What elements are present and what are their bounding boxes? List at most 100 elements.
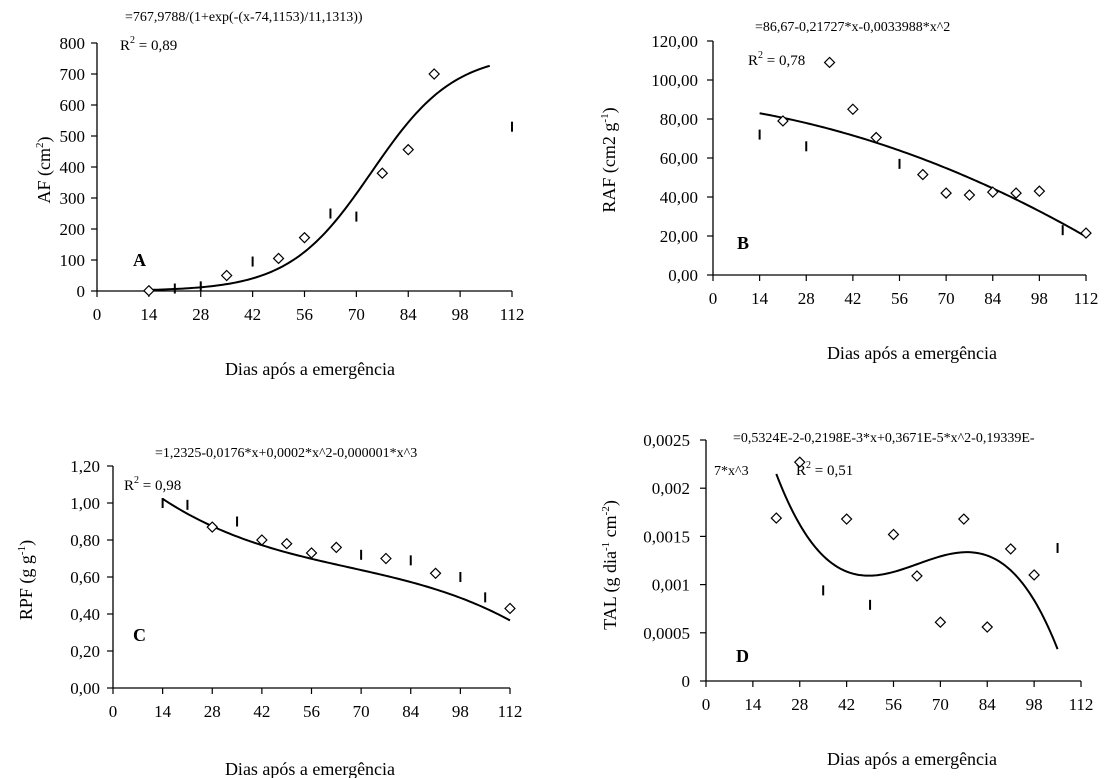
y-tick-label: 800 bbox=[60, 34, 86, 53]
panel-c: =1,2325-0,0176*x+0,0002*x^2-0,000001*x^3… bbox=[16, 446, 522, 778]
y-tick-label: 0,001 bbox=[652, 576, 690, 595]
data-point-diamond bbox=[280, 537, 293, 550]
x-tick-label: 56 bbox=[296, 305, 313, 324]
data-point-diamond bbox=[963, 189, 976, 201]
y-tick-label: 0,002 bbox=[652, 479, 690, 498]
x-tick-label: 0 bbox=[93, 305, 102, 324]
equation-a: =767,9788/(1+exp(-(x-74,1153)/11,1313)) bbox=[125, 10, 363, 25]
x-tick-label: 0 bbox=[709, 289, 718, 308]
x-tick-label: 28 bbox=[798, 289, 815, 308]
x-tick-label: 112 bbox=[500, 305, 525, 324]
data-point-diamond bbox=[957, 513, 970, 525]
y-tick-label: 0,60 bbox=[70, 568, 100, 587]
y-tick-label: 1,20 bbox=[70, 457, 100, 476]
fitted-curve-b bbox=[759, 112, 1087, 238]
data-point-diamond bbox=[887, 528, 900, 541]
data-point-diamond bbox=[143, 284, 155, 297]
y-tick-label: 300 bbox=[60, 189, 86, 208]
x-axis-title-c: Dias após a emergência bbox=[225, 759, 395, 778]
y-tick-label: 100,00 bbox=[651, 71, 698, 90]
data-point-diamond bbox=[428, 68, 441, 80]
x-tick-label: 0 bbox=[702, 695, 711, 714]
x-axis-title-d: Dias após a emergência bbox=[827, 749, 997, 769]
x-tick-label: 42 bbox=[844, 289, 861, 308]
data-point-diamond bbox=[298, 231, 311, 244]
data-point-diamond bbox=[220, 269, 233, 282]
panel-letter-c: C bbox=[133, 625, 146, 645]
x-tick-label: 70 bbox=[938, 289, 955, 308]
data-point-diamond bbox=[1080, 227, 1092, 239]
data-point-diamond bbox=[256, 534, 268, 546]
y-tick-label: 700 bbox=[60, 65, 86, 84]
data-point-diamond bbox=[1010, 187, 1022, 199]
y-tick-label: 0,0005 bbox=[643, 624, 690, 643]
x-tick-label: 112 bbox=[1069, 695, 1094, 714]
data-point-diamond bbox=[206, 521, 219, 533]
y-tick-label: 0 bbox=[77, 282, 86, 301]
y-tick-label: 200 bbox=[60, 220, 86, 239]
panel-a: =767,9788/(1+exp(-(x-74,1153)/11,1313)) … bbox=[34, 10, 524, 379]
y-tick-label: 20,00 bbox=[660, 227, 698, 246]
fitted-curve-a bbox=[148, 64, 491, 291]
x-tick-label: 112 bbox=[1074, 289, 1099, 308]
data-point-diamond bbox=[847, 103, 859, 116]
y-tick-label: 80,00 bbox=[660, 110, 698, 129]
data-point-diamond bbox=[429, 567, 442, 580]
y-tick-label: 120,00 bbox=[651, 32, 698, 51]
x-tick-label: 0 bbox=[109, 702, 118, 721]
y-tick-label: 0,20 bbox=[70, 642, 100, 661]
x-tick-label: 14 bbox=[140, 305, 158, 324]
data-point-diamond bbox=[916, 168, 929, 181]
data-point-diamond bbox=[504, 602, 516, 615]
data-point-diamond bbox=[1028, 569, 1040, 581]
fitted-curve-c bbox=[162, 497, 511, 622]
x-tick-label: 84 bbox=[402, 702, 420, 721]
y-tick-label: 60,00 bbox=[660, 149, 698, 168]
x-tick-label: 84 bbox=[979, 695, 997, 714]
data-point-diamond bbox=[986, 186, 999, 198]
data-point-diamond bbox=[380, 552, 392, 565]
y-tick-label: 0,80 bbox=[70, 531, 100, 550]
data-point-diamond bbox=[777, 115, 789, 127]
data-point-diamond bbox=[376, 167, 389, 180]
x-tick-label: 28 bbox=[204, 702, 221, 721]
fitted-curve-d bbox=[775, 473, 1059, 650]
panel-letter-b: B bbox=[737, 233, 749, 253]
y-axis-title-c: RPF (g g-1) bbox=[16, 540, 37, 620]
x-tick-label: 70 bbox=[348, 305, 365, 324]
data-point-diamond bbox=[981, 621, 994, 633]
r-squared-d: R2 = 0,51 bbox=[796, 460, 853, 479]
x-tick-label: 70 bbox=[353, 702, 370, 721]
x-tick-label: 84 bbox=[984, 289, 1002, 308]
x-tick-label: 42 bbox=[838, 695, 855, 714]
equation-d-cont: 7*x^3 bbox=[714, 464, 749, 479]
equation-d: =0,5324E-2-0,2198E-3*x+0,3671E-5*x^2-0,1… bbox=[733, 431, 1035, 446]
x-tick-label: 14 bbox=[751, 289, 769, 308]
data-point-diamond bbox=[1004, 543, 1017, 555]
x-tick-label: 28 bbox=[791, 695, 808, 714]
y-tick-label: 0,00 bbox=[668, 266, 698, 285]
x-tick-label: 98 bbox=[452, 702, 469, 721]
y-tick-label: 100 bbox=[60, 251, 86, 270]
data-point-diamond bbox=[934, 616, 947, 629]
y-axis-title-d: TAL (g dia-1 cm-2) bbox=[600, 500, 621, 630]
panel-letter-a: A bbox=[133, 250, 146, 270]
panel-letter-d: D bbox=[736, 646, 749, 666]
data-point-diamond bbox=[793, 456, 806, 469]
data-point-diamond bbox=[305, 547, 318, 559]
data-point-diamond bbox=[272, 252, 285, 265]
y-tick-label: 0 bbox=[682, 672, 691, 691]
y-tick-label: 0,00 bbox=[70, 679, 100, 698]
x-tick-label: 56 bbox=[303, 702, 320, 721]
equation-c: =1,2325-0,0176*x+0,0002*x^2-0,000001*x^3 bbox=[155, 446, 417, 461]
x-tick-label: 14 bbox=[744, 695, 762, 714]
data-point-diamond bbox=[1033, 185, 1046, 197]
data-point-diamond bbox=[840, 513, 853, 525]
equation-b: =86,67-0,21727*x-0,0033988*x^2 bbox=[755, 20, 950, 35]
x-axis-title-a: Dias após a emergência bbox=[225, 359, 395, 379]
x-tick-label: 98 bbox=[1031, 289, 1048, 308]
y-tick-label: 0,0015 bbox=[643, 527, 690, 546]
x-tick-label: 84 bbox=[400, 305, 418, 324]
x-tick-label: 42 bbox=[244, 305, 261, 324]
